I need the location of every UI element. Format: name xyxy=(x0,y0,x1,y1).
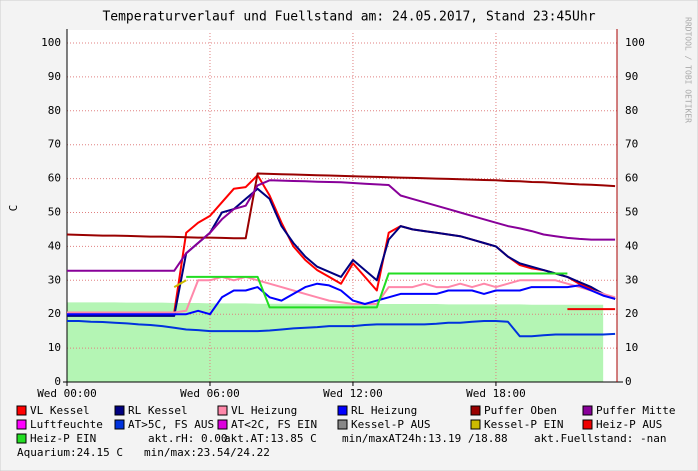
series-line xyxy=(67,187,616,317)
y-tick-label: 10 xyxy=(48,341,61,354)
legend-note: min/maxAT24h:13.19 /18.88 xyxy=(342,432,508,445)
series-line xyxy=(186,272,568,309)
legend-label: Puffer Oben xyxy=(484,404,557,417)
y-tick-label: 40 xyxy=(48,239,61,252)
legend-swatch xyxy=(16,419,27,430)
legend-label: AT>5C, FS AUS xyxy=(128,418,214,431)
legend-label: RL Heizung xyxy=(351,404,417,417)
legend-note: akt.AT:13.85 C xyxy=(224,432,317,445)
legend-label: Kessel-P AUS xyxy=(351,418,430,431)
legend-swatch xyxy=(337,405,348,416)
x-tick-label: Wed 00:00 xyxy=(37,387,97,400)
y-tick-label: 0 xyxy=(54,375,61,388)
legend-label: VL Kessel xyxy=(30,404,90,417)
series-line xyxy=(67,320,616,338)
legend-note: akt.Fuellstand: -nan xyxy=(534,432,666,445)
legend-swatch xyxy=(16,433,27,444)
y-tick-label: 50 xyxy=(48,206,61,219)
legend-label: VL Heizung xyxy=(231,404,297,417)
legend-swatch xyxy=(217,405,228,416)
x-tick-label: Wed 06:00 xyxy=(180,387,240,400)
series-line xyxy=(67,275,616,314)
y-tick-label: 60 xyxy=(48,172,61,185)
y-axis-label: C xyxy=(7,205,20,212)
legend-swatch xyxy=(582,419,593,430)
series-line xyxy=(66,172,616,240)
y2-tick-label: 60 xyxy=(625,172,638,185)
chart-title: Temperaturverlauf und Fuellstand am: 24.… xyxy=(102,10,595,25)
y-tick-label: 80 xyxy=(48,104,61,117)
y2-tick-label: 70 xyxy=(625,138,638,151)
x-tick-label: Wed 18:00 xyxy=(466,387,526,400)
legend-swatch xyxy=(470,419,481,430)
y-tick-label: 20 xyxy=(48,307,61,320)
legend-swatch xyxy=(582,405,593,416)
series-line xyxy=(173,279,187,288)
legend-label: Puffer Mitte xyxy=(596,404,675,417)
y2-tick-label: 10 xyxy=(625,341,638,354)
y-tick-label: 100 xyxy=(41,36,61,49)
legend-swatch xyxy=(337,419,348,430)
legend-label: Luftfeuchte xyxy=(30,418,103,431)
legend-label: AT<2C, FS EIN xyxy=(231,418,317,431)
legend-label: RL Kessel xyxy=(128,404,188,417)
legend-note: akt.rH: 0.00 xyxy=(148,432,227,445)
y-tick-label: 90 xyxy=(48,70,61,83)
legend-note: Aquarium:24.15 C xyxy=(17,446,123,459)
y2-tick-label: 0 xyxy=(625,375,632,388)
y2-tick-label: 30 xyxy=(625,273,638,286)
y2-tick-label: 50 xyxy=(625,206,638,219)
legend-swatch xyxy=(470,405,481,416)
legend-note: min/max:23.54/24.22 xyxy=(144,446,270,459)
series-line xyxy=(67,179,616,272)
y2-tick-label: 80 xyxy=(625,104,638,117)
legend-swatch xyxy=(217,419,228,430)
y-tick-label: 30 xyxy=(48,273,61,286)
legend-swatch xyxy=(114,419,125,430)
x-tick-label: Wed 12:00 xyxy=(323,387,383,400)
y-tick-label: 70 xyxy=(48,138,61,151)
y2-tick-label: 20 xyxy=(625,307,638,320)
legend-label: Kessel-P EIN xyxy=(484,418,563,431)
legend-label: Heiz-P AUS xyxy=(596,418,662,431)
legend-label: Heiz-P EIN xyxy=(30,432,96,445)
y2-tick-label: 40 xyxy=(625,239,638,252)
watermark: RRDTOOL / TOBI OETIKER xyxy=(684,17,693,123)
y2-tick-label: 90 xyxy=(625,70,638,83)
legend-swatch xyxy=(16,405,27,416)
series-line xyxy=(67,282,616,316)
legend-swatch xyxy=(114,405,125,416)
y2-tick-label: 100 xyxy=(625,36,645,49)
